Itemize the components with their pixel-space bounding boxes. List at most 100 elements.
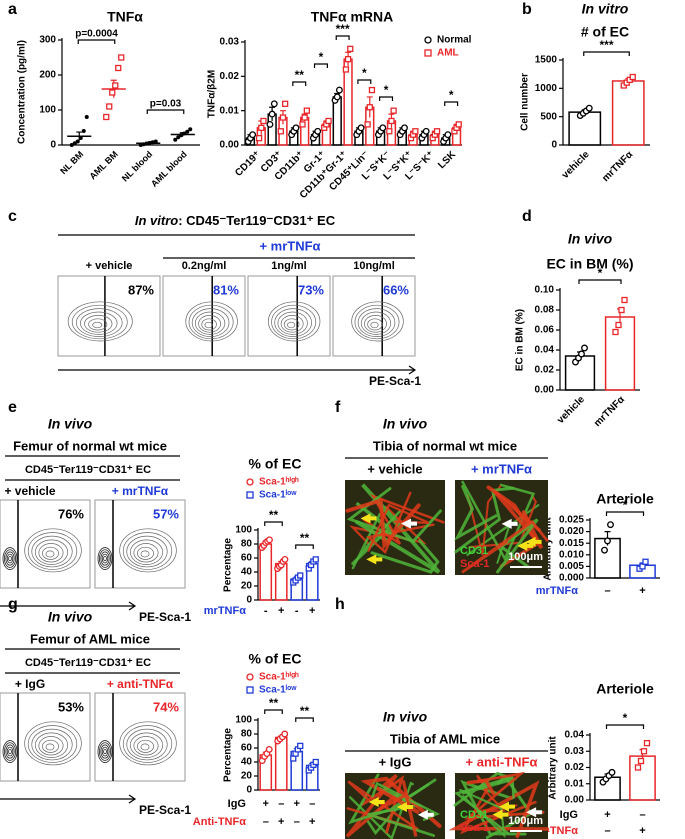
- contour: [100, 744, 110, 759]
- data-point: [578, 350, 585, 358]
- data-point: [78, 136, 83, 140]
- panel-context: In vivo: [383, 416, 428, 432]
- scale-label: 100μm: [508, 551, 543, 563]
- significance-label: **: [300, 531, 310, 545]
- y-tick-label: 0.025: [559, 515, 584, 526]
- contour: [101, 553, 109, 564]
- data-point: [297, 742, 304, 750]
- legend-label: Sca-1ˡᵒʷ: [259, 490, 297, 501]
- y-tick-label: 1000: [535, 83, 558, 94]
- data-point: [368, 86, 376, 94]
- x-tick-label: mrTNFα: [600, 149, 636, 185]
- panel-letter: a: [8, 1, 17, 18]
- stain-label: CD31: [460, 809, 488, 821]
- x-tick-label: AML BM: [87, 149, 119, 181]
- contour: [24, 721, 82, 766]
- stain-label: Sca-1: [460, 822, 489, 834]
- contour: [42, 739, 59, 753]
- y-axis-label: Percentage: [223, 728, 234, 782]
- data-point: [150, 140, 155, 145]
- y-tick-label: 0.00: [535, 385, 555, 396]
- significance-label: ***: [336, 22, 350, 36]
- contour: [122, 532, 173, 570]
- contour: [204, 321, 213, 329]
- significance-bracket: [605, 511, 645, 516]
- panel-title: Femur of AML mice: [30, 631, 150, 646]
- vessel: [370, 539, 440, 574]
- data-point: [364, 121, 371, 128]
- data-point: [312, 556, 319, 563]
- y-tick-label: 0.03: [565, 746, 585, 757]
- significance-label: p=0.0004: [75, 29, 118, 40]
- axis-title: PE-Sca-1: [369, 374, 421, 388]
- significance-bracket: [379, 96, 394, 101]
- contour: [287, 321, 296, 329]
- bar: [259, 543, 273, 601]
- panel-context: In vivo: [48, 609, 93, 625]
- data-point: [118, 54, 125, 61]
- arrow-marker: [366, 554, 383, 565]
- data-point: [176, 135, 181, 140]
- y-tick-label: 0.01: [565, 778, 585, 789]
- data-point: [249, 131, 257, 139]
- contour: [71, 304, 128, 340]
- data-point: [642, 558, 649, 565]
- data-point: [608, 768, 616, 776]
- contour: [8, 555, 12, 562]
- data-point: [629, 73, 636, 81]
- contour: [34, 539, 69, 565]
- data-point: [281, 555, 289, 563]
- data-point: [333, 93, 341, 101]
- vessel: [351, 510, 401, 570]
- chart-title: % of EC: [249, 456, 302, 472]
- panel-title: Tibia of AML mice: [390, 731, 500, 746]
- significance-bracket: [578, 279, 622, 284]
- significance-bracket: [313, 63, 328, 68]
- contour: [271, 304, 317, 340]
- vessel: [459, 788, 506, 839]
- x-row-value: +: [639, 825, 645, 837]
- gate-percentage: 74%: [153, 699, 179, 714]
- contour: [6, 553, 14, 564]
- header-text: : CD45⁻Ter119⁻CD31⁺ EC: [178, 213, 336, 228]
- data-point: [81, 129, 86, 133]
- bar: [568, 111, 602, 146]
- contour: [8, 748, 12, 755]
- data-point: [266, 120, 274, 128]
- arrow-marker: [498, 801, 515, 812]
- gate-percentage: 66%: [383, 282, 409, 297]
- y-axis-label: TNFα/β2M: [207, 70, 218, 118]
- contour: [2, 547, 18, 570]
- panel-subtitle: CD45⁻Ter119⁻CD31⁺ EC: [25, 464, 151, 476]
- data-point: [268, 110, 276, 118]
- vessel: [454, 486, 515, 554]
- data-point: [290, 755, 297, 762]
- panel-subtitle: CD45⁻Ter119⁻CD31⁺ EC: [25, 657, 151, 669]
- contour: [367, 318, 383, 331]
- treatment-label: + mrTNFα: [259, 238, 320, 253]
- contour: [188, 304, 234, 340]
- data-point: [281, 100, 289, 107]
- significance-bracket: [357, 79, 372, 84]
- arrow-marker: [360, 513, 377, 524]
- contour: [137, 739, 154, 753]
- panel-letter: g: [8, 596, 18, 613]
- x-tick-label: AML blood: [149, 149, 189, 189]
- y-axis-label: Cell number: [520, 73, 531, 131]
- data-point: [144, 141, 149, 146]
- contour: [31, 535, 73, 568]
- arrow-marker: [368, 797, 385, 808]
- panel-header: In vitro: CD45⁻Ter119⁻CD31⁺ EC: [135, 213, 336, 228]
- scale-label: 100μm: [508, 815, 543, 827]
- significance-bracket: [264, 709, 283, 714]
- panel-title: Femur of normal wt mice: [13, 438, 167, 453]
- chart-title: # of EC: [581, 24, 629, 40]
- contour: [5, 744, 15, 759]
- y-tick-label: 40: [241, 567, 253, 578]
- data-point: [279, 114, 287, 121]
- contour: [370, 321, 379, 329]
- contour: [133, 543, 159, 563]
- significance-label: ***: [599, 38, 613, 52]
- x-row-value: -: [264, 605, 268, 617]
